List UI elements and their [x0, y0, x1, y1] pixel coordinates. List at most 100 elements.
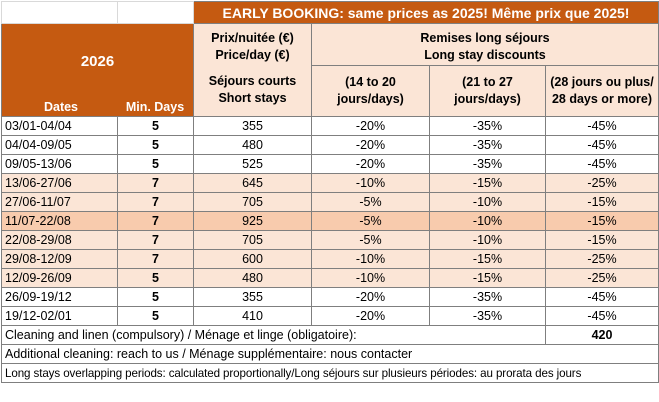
min-days-cell: 7: [117, 211, 194, 231]
discount-14-20-cell: -5%: [311, 211, 430, 231]
min-days-cell: 7: [117, 173, 194, 193]
min-days-cell: 5: [117, 154, 194, 174]
price-cell: 480: [193, 135, 312, 155]
table-row: 27/06-11/07 7 705 -5% -10% -15%: [1, 192, 659, 212]
min-days-cell: 5: [117, 116, 194, 136]
dates-cell: 13/06-27/06: [1, 173, 118, 193]
discount-21-27-cell: -35%: [429, 287, 546, 307]
discount-14-20-cell: -20%: [311, 287, 430, 307]
table-row: 19/12-02/01 5 410 -20% -35% -45%: [1, 306, 659, 326]
dates-cell: 03/01-04/04: [1, 116, 118, 136]
discount-28-plus-cell: -45%: [545, 135, 659, 155]
discounts-header: Remises long séjours Long stay discounts: [311, 22, 659, 67]
disc3-line-b: 28 days or more): [551, 92, 653, 107]
discounts-label-fr: Remises long séjours: [420, 31, 550, 45]
discount-21-27-cell: -35%: [429, 116, 546, 136]
discount-14-20-cell: -20%: [311, 306, 430, 326]
price-header: Prix/nuitée (€) Price/day (€) Séjours co…: [193, 23, 312, 117]
min-days-cell: 7: [117, 192, 194, 212]
discount-21-27-cell: -35%: [429, 135, 546, 155]
early-booking-banner: EARLY BOOKING: same prices as 2025! Même…: [193, 1, 659, 24]
price-cell: 600: [193, 249, 312, 269]
price-label-fr: Prix/nuitée (€): [211, 31, 294, 45]
table-row: 12/09-26/09 5 480 -10% -15% -25%: [1, 268, 659, 288]
table-row: 13/06-27/06 7 645 -10% -15% -25%: [1, 173, 659, 193]
discount-28-plus-cell: -45%: [545, 306, 659, 326]
min-days-cell: 5: [117, 287, 194, 307]
discount-14-20-cell: -5%: [311, 192, 430, 212]
min-days-cell: 7: [117, 230, 194, 250]
dates-label: Dates: [43, 100, 79, 114]
table-row: 04/04-09/05 5 480 -20% -35% -45%: [1, 135, 659, 155]
min-days-cell: 5: [117, 306, 194, 326]
discount-14-20-cell: -10%: [311, 249, 430, 269]
discount-21-27-cell: -15%: [429, 268, 546, 288]
discount-21-27-cell: -15%: [429, 249, 546, 269]
discount-tier-2-header: (21 to 27 jours/days): [429, 65, 546, 117]
overlap-note: Long stays overlapping periods: calculat…: [1, 363, 659, 383]
discount-14-20-cell: -20%: [311, 135, 430, 155]
min-days-cell: 7: [117, 249, 194, 269]
min-days-label: Min. Days: [125, 100, 185, 114]
price-cell: 705: [193, 192, 312, 212]
discounts-label-en: Long stay discounts: [424, 48, 546, 62]
table-row: 03/01-04/04 5 355 -20% -35% -45%: [1, 116, 659, 136]
price-label-en: Price/day (€): [215, 48, 290, 62]
price-cell: 480: [193, 268, 312, 288]
min-days-cell: 5: [117, 268, 194, 288]
year-header: 2026 Dates Min. Days: [1, 23, 194, 117]
dates-cell: 27/06-11/07: [1, 192, 118, 212]
disc1-line-a: (14 to 20: [345, 75, 396, 90]
discount-14-20-cell: -5%: [311, 230, 430, 250]
disc2-line-b: jours/days): [454, 92, 521, 107]
discount-21-27-cell: -15%: [429, 173, 546, 193]
discount-14-20-cell: -10%: [311, 268, 430, 288]
min-days-cell: 5: [117, 135, 194, 155]
discount-28-plus-cell: -25%: [545, 268, 659, 288]
dates-cell: 22/08-29/08: [1, 230, 118, 250]
table-row: 22/08-29/08 7 705 -5% -10% -15%: [1, 230, 659, 250]
discount-28-plus-cell: -15%: [545, 211, 659, 231]
dates-cell: 19/12-02/01: [1, 306, 118, 326]
price-cell: 525: [193, 154, 312, 174]
discount-28-plus-cell: -25%: [545, 249, 659, 269]
discount-21-27-cell: -35%: [429, 306, 546, 326]
table-row: 26/09-19/12 5 355 -20% -35% -45%: [1, 287, 659, 307]
disc3-line-a: (28 jours ou plus/: [550, 75, 654, 90]
discount-28-plus-cell: -25%: [545, 173, 659, 193]
table-row: 11/07-22/08 7 925 -5% -10% -15%: [1, 211, 659, 231]
dates-cell: 04/04-09/05: [1, 135, 118, 155]
disc1-line-b: jours/days): [337, 92, 404, 107]
dates-cell: 26/09-19/12: [1, 287, 118, 307]
price-cell: 645: [193, 173, 312, 193]
discount-21-27-cell: -35%: [429, 154, 546, 174]
discount-tier-1-header: (14 to 20 jours/days): [311, 65, 430, 117]
price-cell: 410: [193, 306, 312, 326]
discount-28-plus-cell: -15%: [545, 192, 659, 212]
table-row: 29/08-12/09 7 600 -10% -15% -25%: [1, 249, 659, 269]
price-cell: 705: [193, 230, 312, 250]
discount-14-20-cell: -20%: [311, 116, 430, 136]
cleaning-label: Cleaning and linen (compulsory) / Ménage…: [1, 325, 546, 345]
additional-cleaning-note: Additional cleaning: reach to us / Ménag…: [1, 344, 659, 364]
discount-28-plus-cell: -15%: [545, 230, 659, 250]
empty-cell: [117, 1, 194, 24]
price-cell: 925: [193, 211, 312, 231]
year-label: 2026: [80, 53, 115, 70]
short-stays-fr: Séjours courts: [208, 74, 297, 88]
discount-21-27-cell: -10%: [429, 230, 546, 250]
discount-21-27-cell: -10%: [429, 192, 546, 212]
dates-cell: 29/08-12/09: [1, 249, 118, 269]
discount-14-20-cell: -20%: [311, 154, 430, 174]
discount-tier-3-header: (28 jours ou plus/ 28 days or more): [545, 65, 659, 117]
short-stays-en: Short stays: [218, 91, 287, 105]
dates-cell: 09/05-13/06: [1, 154, 118, 174]
discount-21-27-cell: -10%: [429, 211, 546, 231]
price-cell: 355: [193, 116, 312, 136]
discount-28-plus-cell: -45%: [545, 287, 659, 307]
dates-cell: 12/09-26/09: [1, 268, 118, 288]
disc2-line-a: (21 to 27: [462, 75, 513, 90]
cleaning-price: 420: [545, 325, 659, 345]
discount-14-20-cell: -10%: [311, 173, 430, 193]
